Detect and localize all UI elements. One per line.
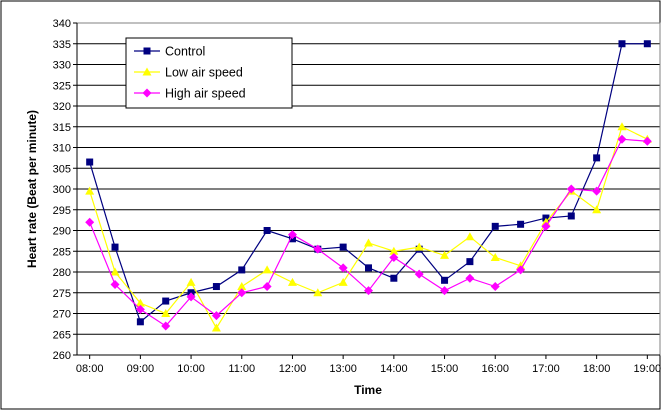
y-tick-label: 325 (53, 80, 71, 92)
x-axis-title: Time (354, 383, 382, 397)
x-tick-label: 08:00 (76, 363, 104, 375)
x-tick-label: 10:00 (177, 363, 205, 375)
y-tick-label: 300 (53, 184, 71, 196)
data-point-control (644, 40, 651, 47)
x-tick-label: 15:00 (431, 363, 459, 375)
x-tick-label: 19:00 (634, 363, 661, 375)
data-point-control (112, 244, 119, 251)
legend-label: Low air speed (165, 66, 243, 80)
data-point-control (264, 227, 271, 234)
y-tick-label: 275 (53, 288, 71, 300)
y-axis-title: Heart rate (Beat per minute) (25, 110, 39, 268)
data-point-control (86, 159, 93, 166)
y-tick-label: 315 (53, 122, 71, 134)
x-tick-label: 13:00 (329, 363, 357, 375)
data-point-control (593, 154, 600, 161)
data-point-control (441, 277, 448, 284)
data-point-control (492, 223, 499, 230)
y-tick-label: 295 (53, 205, 71, 217)
data-point-control (568, 212, 575, 219)
data-point-control (466, 258, 473, 265)
legend-label: Control (165, 45, 205, 59)
legend-label: High air speed (165, 87, 246, 101)
y-tick-label: 340 (53, 18, 71, 30)
data-point-control (238, 266, 245, 273)
y-tick-label: 290 (53, 226, 71, 238)
data-point-control (365, 264, 372, 271)
y-tick-label: 335 (53, 39, 71, 51)
x-tick-label: 09:00 (127, 363, 155, 375)
data-point-control (618, 40, 625, 47)
y-tick-label: 305 (53, 163, 71, 175)
y-tick-label: 310 (53, 143, 71, 155)
x-tick-label: 12:00 (279, 363, 307, 375)
legend-marker-control (144, 48, 151, 55)
legend: Control Low air speed High air speed (126, 38, 292, 108)
x-tick-label: 11:00 (228, 363, 255, 375)
y-tick-label: 260 (53, 350, 71, 362)
data-point-control (517, 221, 524, 228)
data-point-control (340, 244, 347, 251)
data-point-control (162, 298, 169, 305)
data-point-control (390, 275, 397, 282)
data-point-control (137, 318, 144, 325)
y-tick-label: 265 (53, 329, 71, 341)
x-tick-label: 18:00 (583, 363, 611, 375)
x-tick-label: 16:00 (481, 363, 509, 375)
y-tick-label: 330 (53, 60, 71, 72)
data-point-control (213, 283, 220, 290)
x-tick-label: 14:00 (380, 363, 408, 375)
x-tick-label: 17:00 (532, 363, 560, 375)
y-tick-label: 285 (53, 246, 71, 258)
y-tick-label: 270 (53, 309, 71, 321)
y-tick-label: 320 (53, 101, 71, 113)
y-tick-label: 280 (53, 267, 71, 279)
